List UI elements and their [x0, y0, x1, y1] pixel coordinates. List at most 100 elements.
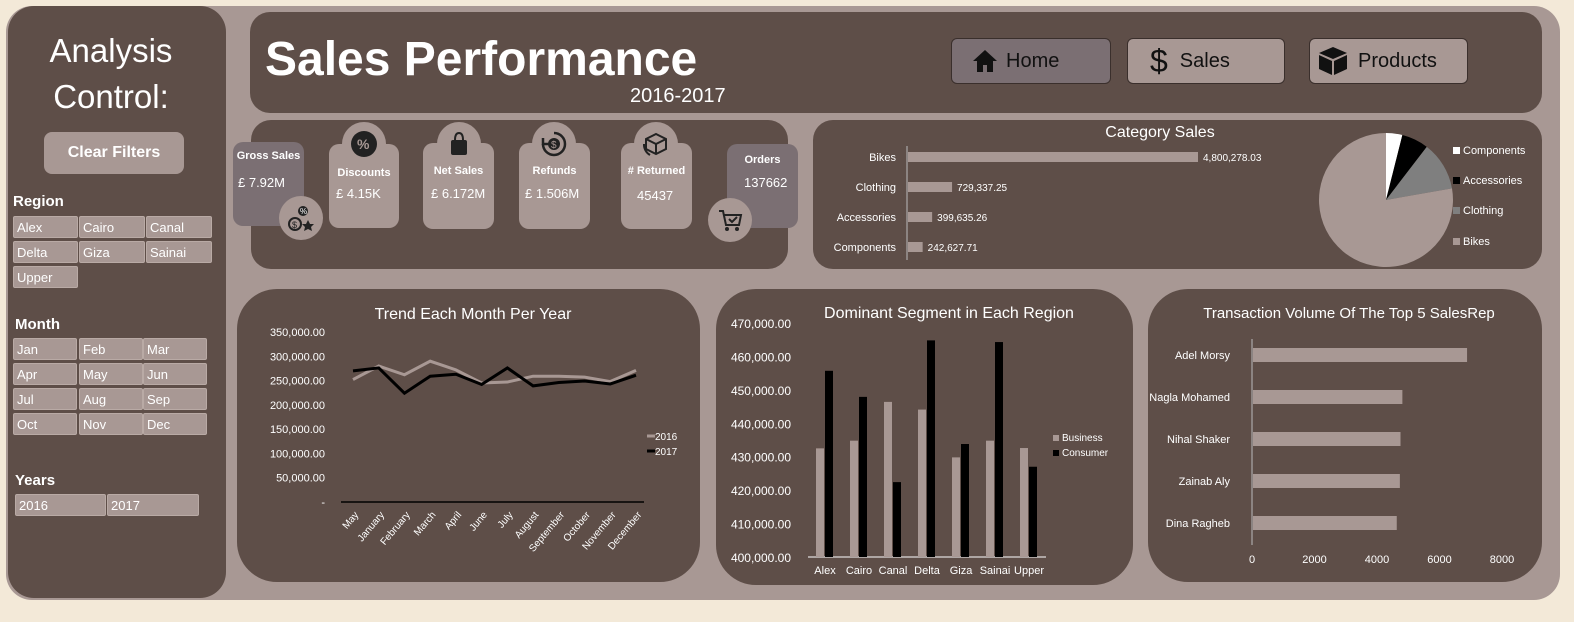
panel-title-line1: Analysis: [49, 32, 173, 69]
discount-badge-icon: %: [342, 122, 386, 166]
segment-chart: Dominant Segment in Each Region 400,000.…: [731, 305, 1109, 577]
segment-bar-business: [850, 440, 858, 557]
salesrep-bar: [1253, 390, 1403, 404]
category-bar: [908, 182, 953, 192]
svg-text:%: %: [300, 207, 307, 216]
shopping-bag-icon: [437, 122, 481, 166]
legend-swatch: [1053, 450, 1059, 456]
y-tick-label: 450,000.00: [731, 384, 791, 398]
category-bar: [908, 242, 923, 252]
year-2016[interactable]: 2016: [15, 494, 106, 516]
month-jun[interactable]: Jun: [143, 363, 207, 385]
panel-title: Analysis Control:: [8, 28, 214, 120]
salesrep-label: Dina Ragheb: [1166, 518, 1230, 530]
kpi-gross-sales-label: Gross Sales: [236, 150, 301, 162]
segment-bar-consumer: [825, 370, 833, 557]
month-jul[interactable]: Jul: [13, 388, 77, 410]
trend-chart: Trend Each Month Per Year - 50,000.00 100,…: [270, 306, 678, 554]
category-bar: [908, 212, 933, 222]
segment-card: Dominant Segment in Each Region 400,000.…: [716, 289, 1133, 585]
month-feb[interactable]: Feb: [79, 338, 143, 360]
legend-label: 2016: [655, 432, 678, 443]
category-label: Components: [834, 242, 897, 254]
category-chart-title: Category Sales: [1105, 124, 1214, 141]
y-tick-label: 430,000.00: [731, 451, 791, 465]
nav-products-button[interactable]: Products: [1309, 38, 1468, 84]
segment-bar-consumer: [927, 340, 935, 557]
x-tick-label: May: [341, 510, 362, 532]
segment-bar-consumer: [1029, 466, 1037, 557]
category-label: Clothing: [856, 182, 896, 194]
svg-text:$: $: [551, 140, 557, 151]
legend-label: Consumer: [1062, 448, 1109, 459]
salesrep-bar: [1253, 432, 1401, 446]
category-value-label: 4,800,278.03: [1203, 153, 1262, 164]
legend-swatch: [1453, 238, 1460, 245]
month-mar[interactable]: Mar: [143, 338, 207, 360]
return-box-icon: [634, 122, 678, 166]
x-tick-label: 4000: [1365, 554, 1389, 566]
month-jan[interactable]: Jan: [13, 338, 77, 360]
month-aug[interactable]: Aug: [79, 388, 143, 410]
legend-label: Bikes: [1463, 236, 1490, 248]
month-may[interactable]: May: [79, 363, 143, 385]
legend-label: Components: [1463, 145, 1526, 157]
month-nov[interactable]: Nov: [79, 413, 143, 435]
nav-home-button[interactable]: Home: [951, 38, 1111, 84]
month-sep[interactable]: Sep: [143, 388, 207, 410]
kpi-refunds-label: Refunds: [532, 165, 577, 177]
clear-filters-button[interactable]: Clear Filters: [44, 132, 184, 174]
region-alex[interactable]: Alex: [13, 216, 78, 238]
svg-text:$: $: [292, 220, 297, 230]
x-tick-label: June: [468, 510, 491, 534]
y-tick-label: 300,000.00: [270, 351, 325, 363]
legend-swatch: [1453, 207, 1460, 214]
month-dec[interactable]: Dec: [143, 413, 207, 435]
x-tick-label: 2000: [1302, 554, 1326, 566]
nav-sales-button[interactable]: $ Sales: [1127, 38, 1285, 84]
y-tick-label: 420,000.00: [731, 484, 791, 498]
analysis-control-panel: Analysis Control: Clear Filters Region A…: [8, 6, 226, 598]
region-delta[interactable]: Delta: [13, 241, 78, 263]
legend-label: Accessories: [1463, 175, 1523, 187]
pie-slice: [1386, 146, 1452, 200]
kpi-gross-sales-value: £ 7.92M: [238, 175, 285, 190]
x-tick-label: July: [496, 510, 516, 531]
kpi-discounts-value: £ 4.15K: [336, 186, 381, 201]
month-slicer-label: Month: [15, 316, 60, 333]
category-sales-chart: Category Sales Bikes 4,800,278.03 Clothing…: [834, 124, 1526, 267]
dollar-icon: $: [1150, 43, 1168, 79]
page-title: Sales Performance: [265, 33, 698, 86]
y-tick-label: 250,000.00: [270, 376, 325, 388]
region-cairo[interactable]: Cairo: [79, 216, 145, 238]
region-sainai[interactable]: Sainai: [146, 241, 212, 263]
category-label: Bikes: [869, 152, 896, 164]
legend-label: Business: [1062, 433, 1103, 444]
year-2017[interactable]: 2017: [107, 494, 199, 516]
salesrep-chart-title: Transaction Volume Of The Top 5 SalesRep: [1203, 305, 1495, 322]
legend-swatch: [1053, 435, 1059, 441]
svg-text:%: %: [357, 136, 370, 152]
pie-slice: [1319, 133, 1453, 267]
y-tick-label: 440,000.00: [731, 417, 791, 431]
region-upper[interactable]: Upper: [13, 266, 78, 288]
region-canal[interactable]: Canal: [146, 216, 212, 238]
month-apr[interactable]: Apr: [13, 363, 77, 385]
salesrep-label: Nihal Shaker: [1167, 434, 1230, 446]
segment-bar-business: [986, 440, 994, 557]
trend-chart-title: Trend Each Month Per Year: [375, 306, 573, 323]
y-tick-label: -: [321, 497, 325, 509]
trend-card: Trend Each Month Per Year - 50,000.00 100,…: [237, 289, 700, 582]
trend-line-2016: [352, 359, 637, 385]
month-oct[interactable]: Oct: [13, 413, 77, 435]
pie-slice: [1386, 135, 1427, 200]
legend-label: Clothing: [1463, 205, 1503, 217]
category-label: Accessories: [837, 212, 897, 224]
x-tick-label: Canal: [879, 565, 908, 577]
salesrep-bar: [1253, 516, 1397, 530]
region-giza[interactable]: Giza: [79, 241, 145, 263]
y-tick-label: 470,000.00: [731, 317, 791, 331]
kpi-orders-label: Orders: [744, 154, 781, 166]
segment-bar-business: [816, 448, 824, 557]
segment-bar-business: [918, 409, 926, 557]
